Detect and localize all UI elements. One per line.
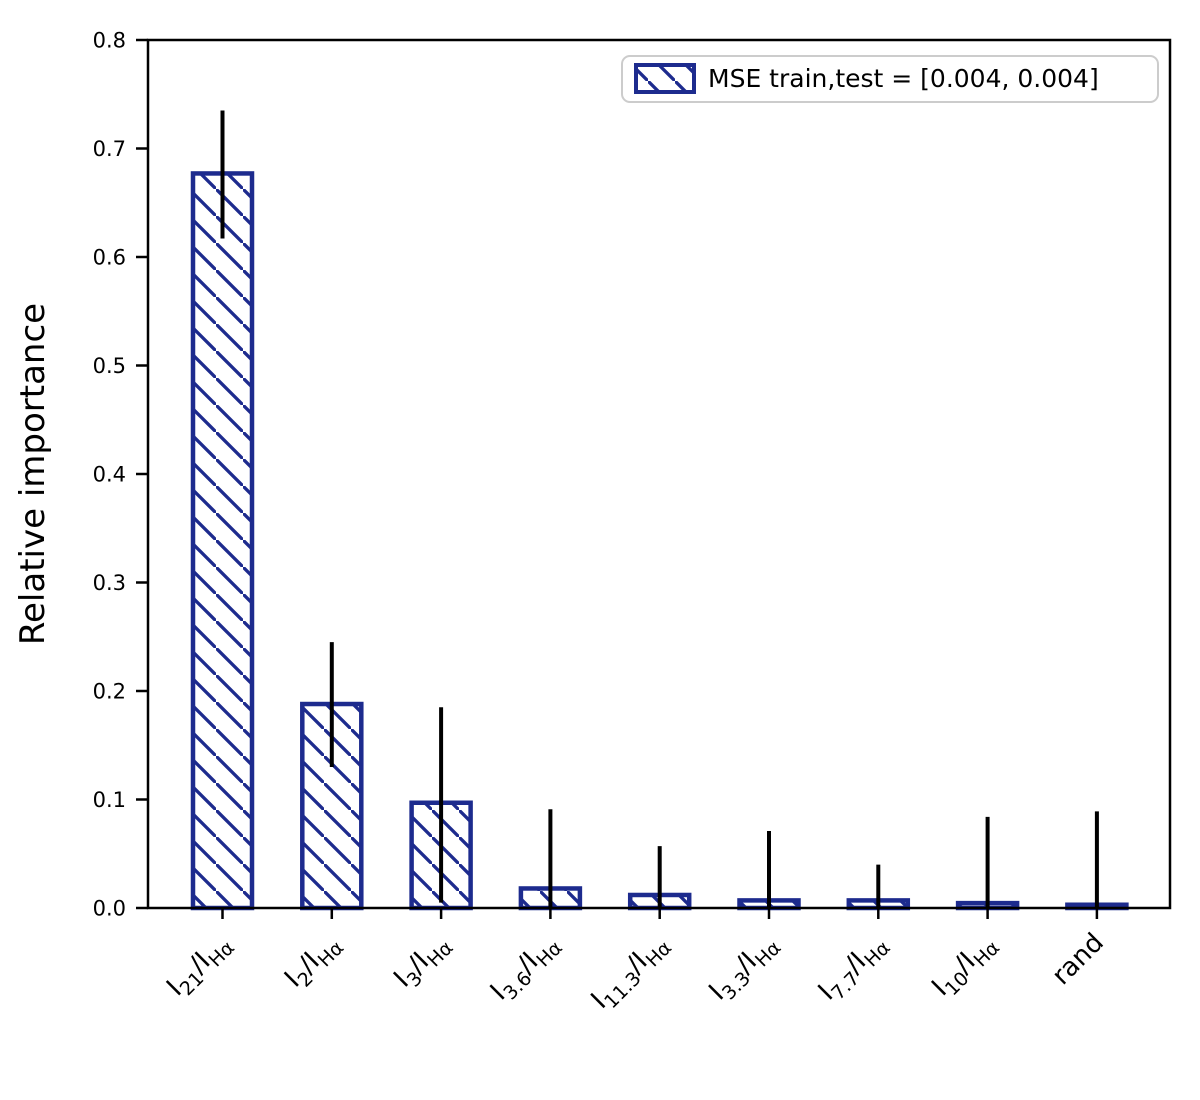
svg-text:I11.3/IHα: I11.3/IHα — [586, 928, 677, 1019]
x-tick-label: I3.3/IHα — [703, 928, 785, 1010]
svg-text:rand: rand — [1046, 928, 1109, 991]
svg-text:I2/IHα: I2/IHα — [279, 928, 348, 997]
y-tick-label: 0.2 — [93, 680, 126, 704]
legend-swatch-hatched-bar — [634, 63, 696, 94]
svg-text:I3.6/IHα: I3.6/IHα — [485, 928, 567, 1010]
x-tick-label: I11.3/IHα — [586, 928, 677, 1019]
legend: MSE train,test = [0.004, 0.004] — [621, 55, 1159, 103]
svg-text:I7.7/IHα: I7.7/IHα — [813, 928, 895, 1010]
x-tick-label: I3.6/IHα — [485, 928, 567, 1010]
y-tick-label: 0.4 — [93, 463, 126, 487]
y-tick-label: 0.7 — [93, 137, 126, 161]
x-tick-label: I3/IHα — [388, 928, 457, 997]
x-tick-label: I10/IHα — [926, 928, 1004, 1006]
error-bar-layer — [220, 110, 1099, 908]
x-tick-label: I2/IHα — [279, 928, 348, 997]
y-tick-label: 0.1 — [93, 788, 126, 812]
y-tick-label: 0.3 — [93, 571, 126, 595]
y-axis-label: Relative importance — [13, 303, 53, 645]
y-tick-label: 0.0 — [93, 897, 126, 921]
svg-text:I3/IHα: I3/IHα — [388, 928, 457, 997]
y-tick-label: 0.5 — [93, 354, 126, 378]
svg-text:I10/IHα: I10/IHα — [926, 928, 1004, 1006]
x-tick-label: I7.7/IHα — [813, 928, 895, 1010]
x-tick-label: rand — [1046, 928, 1109, 991]
x-tick-label: I21/IHα — [161, 928, 239, 1006]
bar — [190, 171, 255, 911]
legend-box — [621, 55, 1159, 103]
y-tick-label: 0.8 — [93, 29, 126, 53]
y-tick-label: 0.6 — [93, 246, 126, 270]
plot-area: 0.0 0.1 0.2 0.3 0.4 0.5 0.6 0.7 0.8 I21/IHα I2/IHα… — [93, 29, 1129, 1019]
legend-label: MSE train,test = [0.004, 0.004] — [708, 64, 1099, 93]
svg-text:I3.3/IHα: I3.3/IHα — [703, 928, 785, 1010]
svg-text:I21/IHα: I21/IHα — [161, 928, 239, 1006]
